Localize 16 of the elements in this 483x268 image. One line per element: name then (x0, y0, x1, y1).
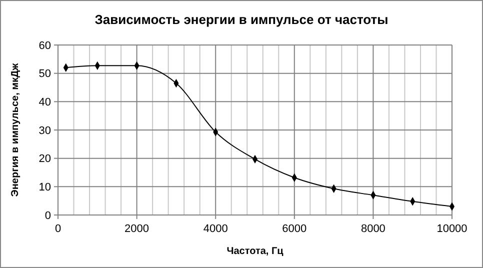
x-tick-label: 4000 (203, 223, 228, 235)
x-tick-label: 8000 (360, 223, 386, 235)
chart-title: Зависимость энергии в импульсе от частоты (94, 12, 388, 27)
y-tick-label: 10 (38, 182, 51, 194)
x-axis-title: Частота, Гц (226, 246, 284, 257)
x-tick-label: 2000 (124, 223, 150, 235)
x-tick-label: 6000 (282, 223, 307, 235)
x-tick-label: 0 (54, 223, 62, 235)
y-tick-label: 50 (38, 68, 51, 80)
y-tick-label: 30 (38, 124, 51, 137)
y-tick-label: 40 (38, 96, 51, 109)
x-tick-label: 10000 (436, 223, 468, 235)
y-tick-label: 60 (38, 40, 51, 52)
y-axis-title: Энергия в импульсе, мкДж (10, 62, 21, 197)
y-tick-label: 0 (44, 210, 51, 222)
y-tick-label: 20 (38, 153, 51, 166)
